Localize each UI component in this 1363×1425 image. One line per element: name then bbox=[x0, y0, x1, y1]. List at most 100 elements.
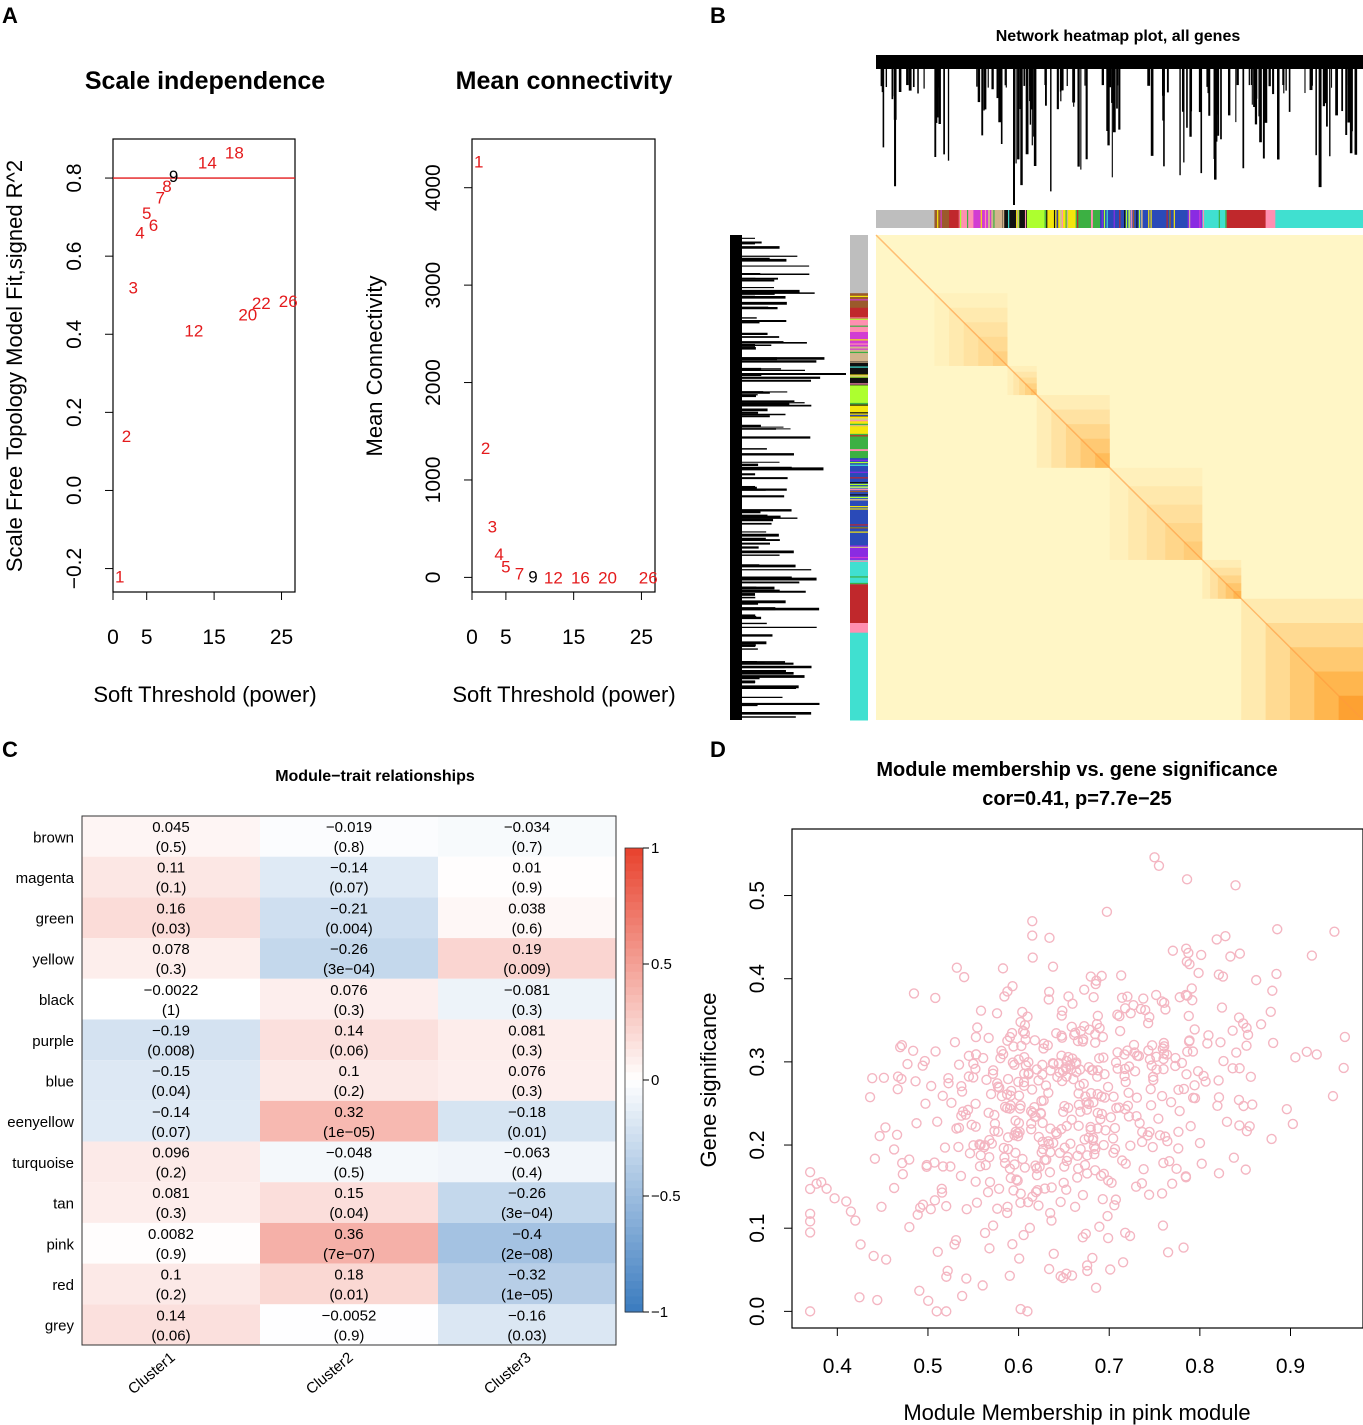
gene-point bbox=[1073, 1088, 1084, 1099]
gene-point bbox=[1112, 1063, 1123, 1074]
gene-point bbox=[1112, 1047, 1123, 1058]
y-tick-label: 0.1 bbox=[746, 1214, 769, 1243]
gene-point bbox=[1027, 952, 1038, 963]
data-point-label: 3 bbox=[488, 518, 497, 537]
gene-point bbox=[1025, 1105, 1037, 1117]
left-module-colorbar bbox=[850, 235, 868, 721]
gene-point bbox=[1145, 1100, 1157, 1111]
gene-point bbox=[1187, 1046, 1199, 1057]
module-color-segment bbox=[850, 361, 868, 386]
gene-point bbox=[1073, 1099, 1085, 1111]
module-color-stripe bbox=[940, 210, 942, 228]
gene-point bbox=[804, 1227, 816, 1238]
plot-frame bbox=[112, 138, 296, 593]
gene-point bbox=[1176, 1057, 1188, 1069]
gene-point bbox=[1198, 1070, 1209, 1082]
data-point-label: 2 bbox=[481, 439, 490, 458]
gene-point bbox=[984, 1243, 995, 1254]
gene-point bbox=[1233, 1094, 1245, 1106]
gene-point bbox=[1098, 1052, 1109, 1063]
data-point-label: 14 bbox=[198, 153, 217, 172]
colorbar-segment bbox=[625, 925, 643, 934]
gene-point bbox=[1130, 1181, 1142, 1192]
correlation-value: −0.15 bbox=[152, 1063, 190, 1080]
colorbar-segment bbox=[625, 1226, 643, 1236]
correlation-value: 0.038 bbox=[508, 900, 546, 917]
gene-point bbox=[1215, 1037, 1226, 1048]
gene-point bbox=[1109, 1122, 1121, 1134]
gene-point bbox=[1066, 1021, 1077, 1033]
gene-point bbox=[1170, 1052, 1181, 1064]
module-color-segment bbox=[1187, 210, 1203, 228]
gene-point bbox=[1123, 1061, 1135, 1072]
gene-point bbox=[970, 1176, 981, 1187]
gene-point bbox=[1245, 1071, 1257, 1082]
gene-point bbox=[1061, 1120, 1072, 1132]
colorbar-segment bbox=[625, 863, 643, 872]
gene-point bbox=[1158, 1157, 1169, 1169]
correlation-cell bbox=[438, 856, 616, 898]
plot-frame bbox=[471, 138, 656, 593]
gene-point bbox=[1114, 1025, 1126, 1037]
module-color-stripe bbox=[850, 318, 868, 320]
colorbar-segment bbox=[625, 1203, 643, 1213]
gene-point bbox=[1181, 1069, 1192, 1080]
gene-point bbox=[1102, 1210, 1113, 1222]
colorbar-segment bbox=[625, 1196, 643, 1205]
colorbar-segment bbox=[625, 994, 643, 1004]
p-value: (0.2) bbox=[334, 1083, 365, 1100]
gene-point bbox=[999, 991, 1010, 1002]
gene-point bbox=[1062, 1151, 1073, 1163]
left-dendrogram bbox=[730, 235, 846, 720]
module-color-stripe bbox=[850, 490, 868, 493]
gene-point bbox=[984, 1176, 996, 1188]
gene-point bbox=[1054, 1147, 1066, 1159]
gene-point bbox=[970, 1098, 981, 1109]
gene-point bbox=[1116, 1155, 1128, 1166]
colorbar-segment bbox=[625, 1157, 643, 1166]
correlation-value: −0.21 bbox=[330, 900, 368, 917]
gene-point bbox=[1101, 906, 1113, 918]
gene-point bbox=[1156, 1090, 1168, 1102]
gene-point bbox=[1173, 1126, 1184, 1137]
p-value: (0.01) bbox=[507, 1124, 546, 1141]
colorbar-segment bbox=[625, 871, 643, 880]
y-tick-label: 1000 bbox=[422, 457, 445, 504]
module-color-stripe bbox=[1003, 210, 1005, 228]
gene-point bbox=[1038, 1043, 1049, 1054]
gene-point bbox=[974, 1139, 985, 1150]
gene-point bbox=[1086, 1064, 1098, 1076]
gene-point bbox=[931, 1306, 942, 1317]
gene-point bbox=[955, 1170, 967, 1182]
gene-point bbox=[941, 1306, 952, 1317]
gene-point bbox=[1189, 1093, 1201, 1104]
gene-point bbox=[977, 1280, 988, 1291]
gene-point bbox=[1048, 1137, 1059, 1149]
correlation-value: 0.1 bbox=[161, 1267, 182, 1284]
gene-point bbox=[1131, 1111, 1142, 1122]
module-row-label: blue bbox=[46, 1074, 74, 1091]
module-color-stripe bbox=[850, 435, 868, 437]
gene-point bbox=[1212, 1100, 1223, 1112]
gene-point bbox=[929, 1157, 940, 1168]
module-color-stripe bbox=[850, 556, 868, 559]
gene-point bbox=[1329, 926, 1340, 937]
gene-point bbox=[816, 1176, 827, 1188]
gene-point bbox=[1174, 992, 1185, 1003]
gene-point bbox=[949, 1239, 960, 1250]
correlation-cell bbox=[260, 897, 438, 939]
module-color-stripe bbox=[1091, 210, 1093, 228]
gene-point bbox=[1011, 1174, 1022, 1185]
gene-point bbox=[962, 1104, 974, 1116]
gene-point bbox=[1189, 1024, 1200, 1035]
gene-point bbox=[1034, 1161, 1045, 1172]
gene-point bbox=[991, 1008, 1003, 1019]
module-color-stripe bbox=[850, 325, 868, 327]
module-color-stripe bbox=[850, 512, 868, 514]
gene-point bbox=[989, 1125, 1000, 1137]
module-color-stripe bbox=[850, 546, 868, 548]
colorbar-segment bbox=[625, 1118, 643, 1127]
colorbar-segment bbox=[625, 1180, 643, 1189]
gene-point bbox=[1071, 1057, 1082, 1068]
p-value: (0.06) bbox=[151, 1327, 190, 1344]
